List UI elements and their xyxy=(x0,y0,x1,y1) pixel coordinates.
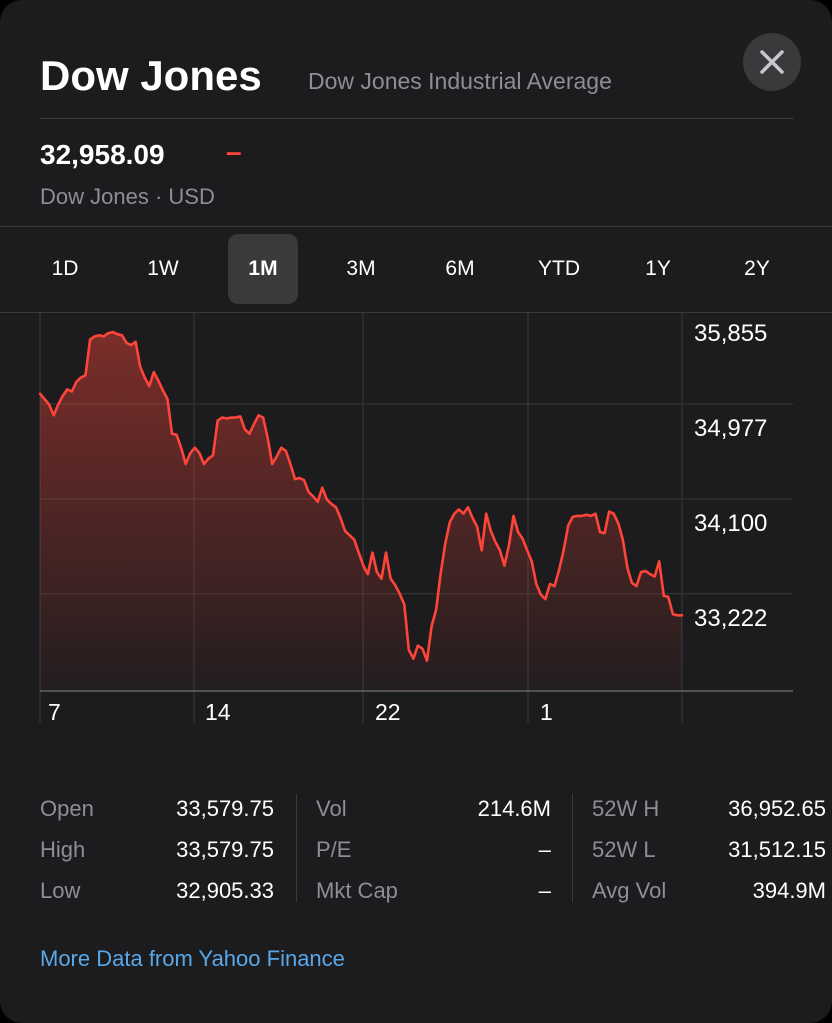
stat-value-mkt-cap: – xyxy=(538,878,551,903)
stat-value-high: 33,579.75 xyxy=(176,837,274,862)
price-chart-svg: 35,855 34,977 34,100 33,222 7 14 22 1 xyxy=(38,312,793,725)
range-tab-6m[interactable]: 6M xyxy=(425,234,495,304)
tabs-divider xyxy=(0,312,832,313)
chart-x-tick-label: 1 xyxy=(540,699,553,725)
price-change: – xyxy=(226,136,242,167)
range-tab-1w[interactable]: 1W xyxy=(128,234,198,304)
stat-label-52w-high: 52W H xyxy=(592,796,660,821)
chart-x-tick-label: 7 xyxy=(48,699,61,725)
price-chart[interactable]: 35,855 34,977 34,100 33,222 7 14 22 1 xyxy=(0,312,832,732)
range-selector: 1D 1W 1M 3M 6M YTD 1Y 2Y xyxy=(14,234,818,304)
stats-divider xyxy=(572,794,573,902)
range-tab-2y[interactable]: 2Y xyxy=(722,234,792,304)
current-price: 32,958.09 xyxy=(40,139,165,170)
stat-value-52w-low: 31,512.15 xyxy=(728,837,826,862)
stat-label-pe: P/E xyxy=(316,837,352,862)
range-tab-label: 2Y xyxy=(744,257,770,280)
stat-value-avg-vol: 394.9M xyxy=(752,878,826,903)
stat-label-avg-vol: Avg Vol xyxy=(592,878,667,903)
chart-y-tick-label: 34,100 xyxy=(694,510,767,537)
quote-divider xyxy=(0,226,832,227)
stat-value-pe: – xyxy=(538,837,551,862)
stat-value-low: 32,905.33 xyxy=(176,878,274,903)
chart-x-tick-label: 22 xyxy=(375,699,401,725)
stat-label-low: Low xyxy=(40,878,81,903)
stats-panel: Open 33,579.75 High 33,579.75 Low 32,905… xyxy=(0,790,832,910)
page-subtitle: Dow Jones Industrial Average xyxy=(308,68,612,94)
stat-label-mkt-cap: Mkt Cap xyxy=(316,878,398,903)
range-tab-label: 1D xyxy=(51,257,79,280)
yahoo-finance-link[interactable]: More Data from Yahoo Finance xyxy=(40,946,345,971)
chart-y-tick-label: 35,855 xyxy=(694,320,767,347)
chart-x-tick-label: 14 xyxy=(205,699,231,725)
range-tab-label: YTD xyxy=(538,257,580,280)
range-tab-label: 3M xyxy=(346,257,376,280)
chart-y-tick-label: 33,222 xyxy=(694,605,767,632)
stats-divider xyxy=(296,794,297,902)
page-title: Dow Jones xyxy=(40,52,262,99)
close-icon xyxy=(760,50,784,74)
stat-value-vol: 214.6M xyxy=(477,796,551,821)
stat-label-vol: Vol xyxy=(316,796,347,821)
stat-value-open: 33,579.75 xyxy=(176,796,274,821)
range-tab-ytd[interactable]: YTD xyxy=(524,234,594,304)
range-tab-3m[interactable]: 3M xyxy=(326,234,396,304)
close-button[interactable] xyxy=(743,33,801,91)
header-divider xyxy=(40,118,794,119)
range-tab-1y[interactable]: 1Y xyxy=(623,234,693,304)
stat-label-high: High xyxy=(40,837,86,862)
range-tab-label: 1Y xyxy=(645,257,671,280)
chart-line xyxy=(38,330,684,662)
range-tab-1d[interactable]: 1D xyxy=(30,234,100,304)
chart-y-tick-label: 34,977 xyxy=(694,415,767,442)
stat-label-open: Open xyxy=(40,796,94,821)
stat-value-52w-high: 36,952.65 xyxy=(728,796,826,821)
range-tab-label: 6M xyxy=(445,257,475,280)
range-tab-label: 1M xyxy=(248,257,278,280)
range-tab-label: 1W xyxy=(147,257,179,280)
range-tab-1m[interactable]: 1M xyxy=(228,234,298,304)
chart-area-fill xyxy=(40,332,682,691)
stat-label-52w-low: 52W L xyxy=(592,837,656,862)
exchange-currency: Dow Jones · USD xyxy=(40,184,215,209)
